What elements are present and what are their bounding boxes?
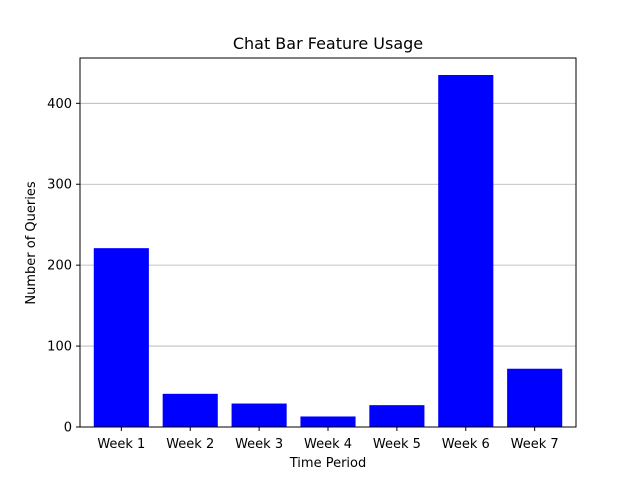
x-tick-label: Week 2 (166, 437, 214, 452)
y-tick-label: 400 (47, 97, 72, 112)
x-tick-label: Week 3 (235, 437, 283, 452)
x-tick-label: Week 7 (511, 437, 559, 452)
y-ticks: 0 100 200 300 400 (47, 97, 80, 436)
x-tick-label: Week 5 (373, 437, 421, 452)
x-axis-label: Time Period (289, 456, 366, 471)
bar-week-2 (162, 393, 218, 427)
y-axis-label: Number of Queries (24, 181, 39, 304)
y-tick-label: 300 (47, 178, 72, 193)
bars (93, 74, 563, 428)
y-tick-label: 0 (64, 421, 72, 436)
bar-week-3 (231, 403, 287, 427)
x-tick-label: Week 1 (97, 437, 145, 452)
chart-title: Chat Bar Feature Usage (233, 34, 423, 53)
bar-week-7 (507, 368, 563, 427)
bar-week-4 (300, 416, 356, 427)
x-tick-label: Week 4 (304, 437, 352, 452)
x-ticks: Week 1 Week 2 Week 3 Week 4 Week 5 Week 6 Week… (97, 427, 559, 452)
bar-week-1 (93, 248, 149, 427)
y-tick-label: 200 (47, 259, 72, 274)
x-tick-label: Week 6 (442, 437, 490, 452)
bar-week-6 (438, 74, 494, 428)
y-tick-label: 100 (47, 340, 72, 355)
bar-week-5 (369, 405, 425, 427)
